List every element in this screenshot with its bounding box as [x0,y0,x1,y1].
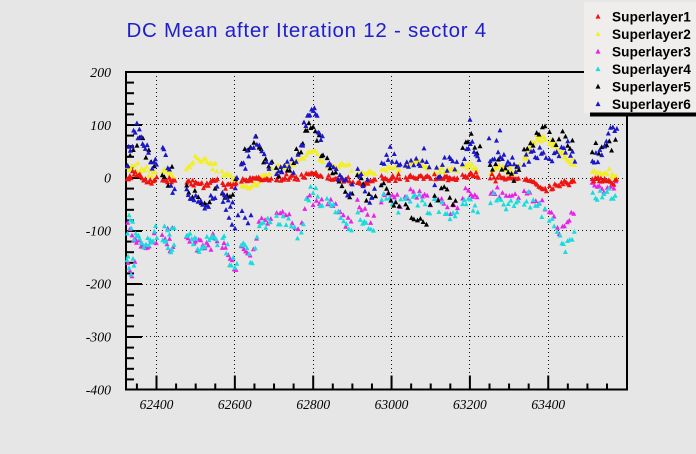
svg-text:63400: 63400 [531,397,565,412]
svg-text:Superlayer3: Superlayer3 [612,44,691,59]
svg-text:100: 100 [90,118,111,133]
svg-text:63000: 63000 [375,397,409,412]
svg-text:Superlayer5: Superlayer5 [612,79,691,94]
svg-text:0: 0 [104,171,111,186]
svg-text:62800: 62800 [296,397,330,412]
svg-text:62400: 62400 [140,397,174,412]
svg-text:Superlayer1: Superlayer1 [612,9,691,24]
svg-text:63200: 63200 [453,397,487,412]
svg-text:200: 200 [90,65,111,80]
svg-text:-400: -400 [86,382,111,397]
svg-text:-300: -300 [86,330,111,345]
svg-text:-200: -200 [86,277,111,292]
svg-text:62600: 62600 [218,397,252,412]
svg-text:Superlayer6: Superlayer6 [612,97,691,112]
svg-text:DC Mean after Iteration 12 - s: DC Mean after Iteration 12 - sector 4 [127,19,487,42]
svg-text:Superlayer4: Superlayer4 [612,62,691,77]
svg-text:Superlayer2: Superlayer2 [612,27,691,42]
svg-text:-100: -100 [86,224,111,239]
